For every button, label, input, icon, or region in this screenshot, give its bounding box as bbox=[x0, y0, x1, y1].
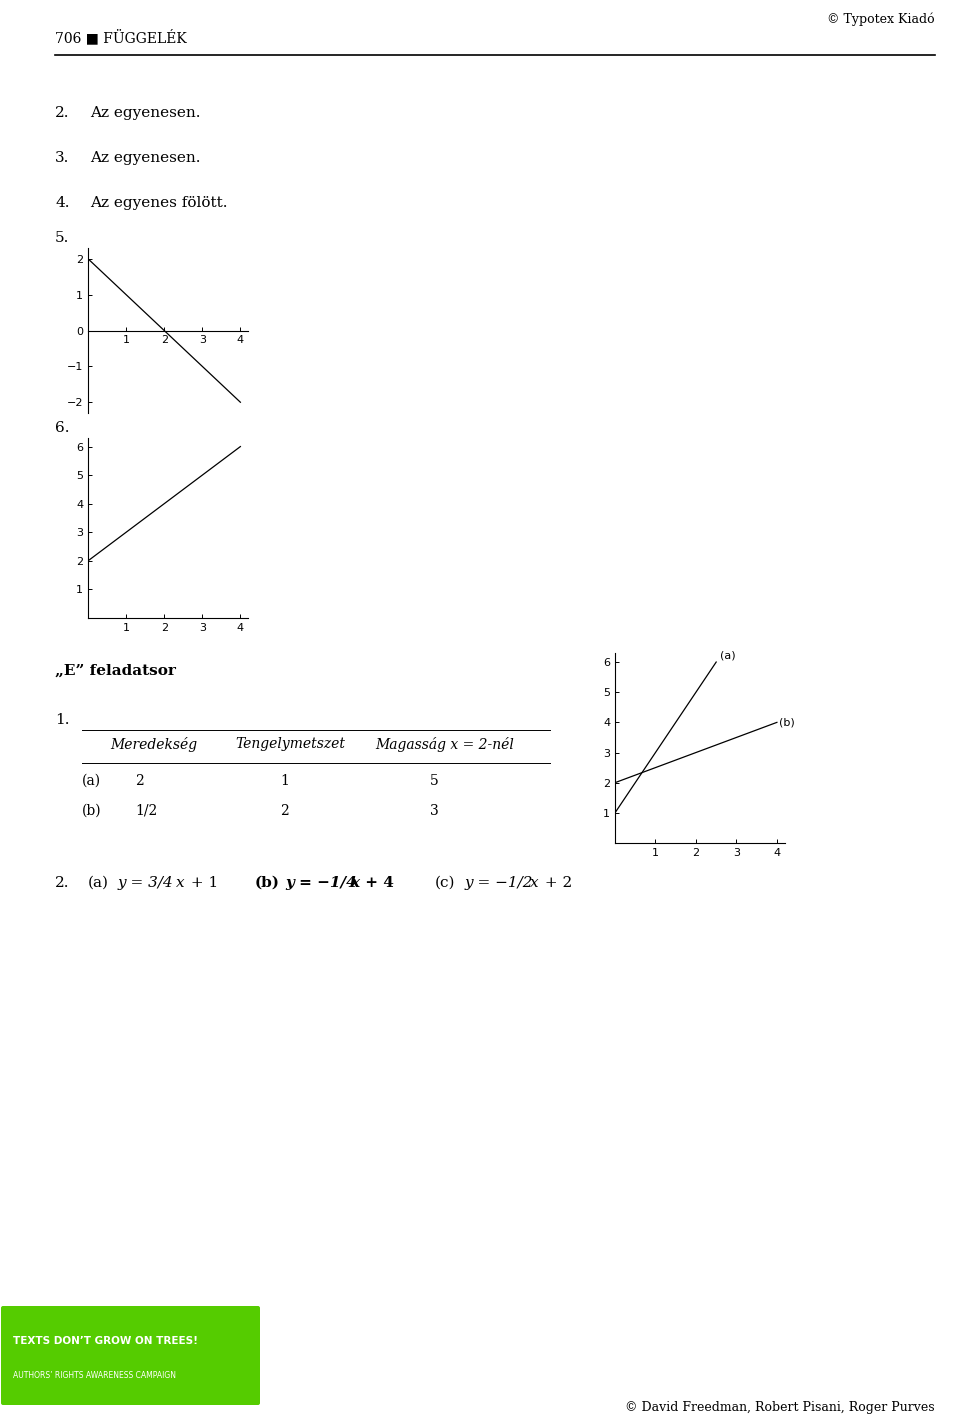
Text: x: x bbox=[176, 877, 184, 889]
Text: Tengelymetszet: Tengelymetszet bbox=[235, 737, 345, 751]
Text: 3.: 3. bbox=[55, 151, 69, 165]
Text: 4.: 4. bbox=[55, 196, 69, 211]
Text: (a): (a) bbox=[82, 774, 101, 788]
Text: x: x bbox=[530, 877, 539, 889]
Text: y = 3/4: y = 3/4 bbox=[118, 877, 174, 889]
Text: AUTHORS’ RIGHTS AWARENESS CAMPAIGN: AUTHORS’ RIGHTS AWARENESS CAMPAIGN bbox=[13, 1370, 176, 1379]
Text: 1/2: 1/2 bbox=[135, 804, 157, 818]
Text: 6.: 6. bbox=[55, 421, 69, 435]
Text: Az egyenesen.: Az egyenesen. bbox=[90, 105, 201, 120]
Text: 1.: 1. bbox=[55, 713, 69, 727]
Text: (b): (b) bbox=[255, 877, 280, 889]
Text: TEXTS DON’T GROW ON TREES!: TEXTS DON’T GROW ON TREES! bbox=[13, 1336, 198, 1346]
Text: + 1: + 1 bbox=[186, 877, 218, 889]
Text: Az egyenes fölött.: Az egyenes fölött. bbox=[90, 196, 228, 211]
Text: 2.: 2. bbox=[55, 105, 69, 120]
Text: Magasság x = 2-nél: Magasság x = 2-nél bbox=[375, 737, 514, 751]
Text: © David Freedman, Robert Pisani, Roger Purves: © David Freedman, Robert Pisani, Roger P… bbox=[625, 1402, 935, 1414]
Text: x: x bbox=[350, 877, 359, 889]
Text: © Typotex Kiadó: © Typotex Kiadó bbox=[828, 13, 935, 27]
Text: y = −1/4: y = −1/4 bbox=[285, 877, 357, 889]
Text: (c): (c) bbox=[435, 877, 455, 889]
Text: 2.: 2. bbox=[55, 877, 69, 889]
Text: 706 ■ FÜGGELÉK: 706 ■ FÜGGELÉK bbox=[55, 30, 187, 46]
Text: 3: 3 bbox=[430, 804, 439, 818]
Text: (a): (a) bbox=[88, 877, 109, 889]
Text: + 2: + 2 bbox=[540, 877, 572, 889]
Text: Meredekség: Meredekség bbox=[110, 737, 197, 751]
Text: Az egyenesen.: Az egyenesen. bbox=[90, 151, 201, 165]
Text: 1: 1 bbox=[280, 774, 289, 788]
Text: (b): (b) bbox=[779, 717, 795, 727]
Text: (b): (b) bbox=[82, 804, 102, 818]
Text: y = −1/2: y = −1/2 bbox=[465, 877, 534, 889]
Text: (a): (a) bbox=[720, 650, 736, 660]
FancyBboxPatch shape bbox=[1, 1306, 260, 1405]
Text: 2: 2 bbox=[280, 804, 289, 818]
Text: „E” feladatsor: „E” feladatsor bbox=[55, 665, 176, 677]
Text: 5: 5 bbox=[430, 774, 439, 788]
Text: 2: 2 bbox=[135, 774, 144, 788]
Text: + 4: + 4 bbox=[360, 877, 394, 889]
Text: 5.: 5. bbox=[55, 231, 69, 245]
